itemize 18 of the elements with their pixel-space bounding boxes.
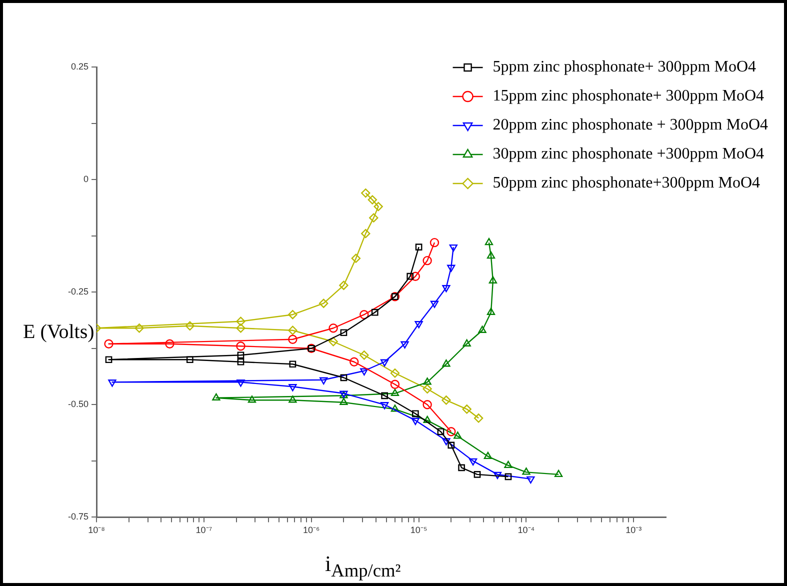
x-tick-label: 10⁻⁵ — [410, 525, 428, 536]
x-tick-label: 10⁻⁴ — [518, 525, 535, 536]
y-tick-label: -0.25 — [68, 286, 89, 297]
y-tick-label: 0.25 — [70, 61, 89, 72]
legend-label: 5ppm zinc phosphonate+ 300ppm MoO4 — [492, 58, 756, 76]
legend-label: 15ppm zinc phosphonate+ 300ppm MoO4 — [492, 88, 764, 105]
y-tick-label: 0 — [84, 174, 89, 184]
y-tick-label: -0.75 — [68, 512, 89, 522]
legend-label: 50ppm zinc phosphonate+300ppm MoO4 — [492, 174, 760, 192]
legend-label: 30ppm zinc phosphonate +300ppm MoO4 — [492, 146, 764, 163]
x-tick-label: 10⁻⁸ — [88, 525, 106, 536]
y-tick-label: -0.50 — [68, 399, 89, 410]
x-tick-label: 10⁻³ — [626, 525, 642, 536]
x-tick-label: 10⁻⁶ — [303, 525, 320, 536]
y-axis-title: E (Volts) — [23, 321, 94, 344]
x-axis-title: i$_{Amp/cm²}$ — [325, 551, 401, 582]
x-tick-label: 10⁻⁷ — [196, 525, 212, 536]
legend-label: 20ppm zinc phosphonate + 300ppm MoO4 — [492, 116, 768, 134]
